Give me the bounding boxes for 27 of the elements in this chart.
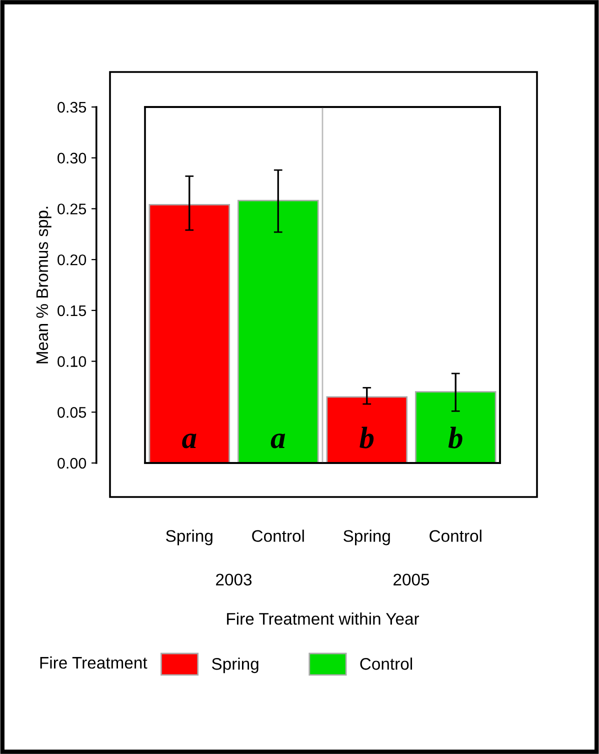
annotation: a	[270, 434, 286, 448]
bar	[326, 396, 408, 463]
legend-title: Fire Treatment	[40, 656, 148, 669]
bar	[237, 200, 319, 463]
y-tick-label: 0.25	[58, 204, 86, 214]
y-tick-label: 0.15	[58, 305, 86, 316]
legend-label: Spring	[212, 658, 258, 674]
legend-label: Control	[360, 658, 412, 670]
y-tick-label: 0.35	[58, 102, 86, 113]
annotation: b	[360, 426, 374, 448]
y-tick-label: 0.05	[58, 407, 86, 418]
x-axis-title: Fire Treatment within Year	[227, 612, 420, 625]
text: 2003	[216, 574, 252, 586]
bar	[414, 391, 496, 463]
y-tick-label: 0.00	[58, 458, 86, 469]
x-tick-label: Spring	[166, 530, 212, 546]
y-tick-label: 0.10	[58, 356, 86, 367]
annotation: b	[448, 426, 462, 448]
annotation: a	[182, 434, 196, 448]
x-tick-label: Control	[252, 530, 304, 542]
x-tick-label: Control	[430, 530, 482, 542]
y-tick-label: 0.20	[58, 254, 86, 266]
bar	[148, 204, 230, 463]
y-axis-title: Mean % Bromus spp.	[36, 206, 52, 364]
y-tick-label: 0.30	[58, 152, 86, 164]
text: 2005	[394, 574, 430, 586]
x-tick-label: Spring	[344, 530, 390, 546]
